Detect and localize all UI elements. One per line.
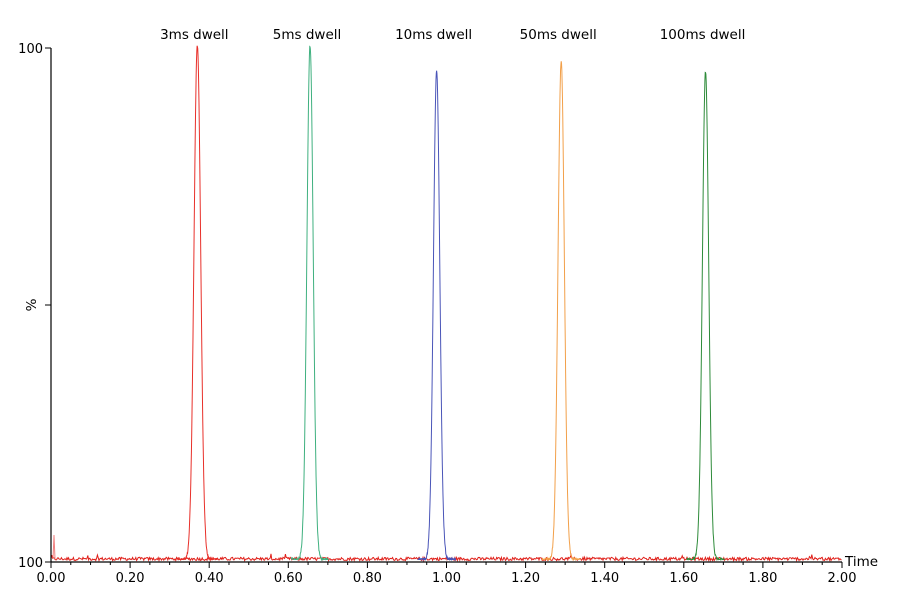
peak-label-4: 50ms dwell <box>520 27 597 43</box>
x-tick-label: 0.00 <box>37 571 66 586</box>
x-tick-label: 2.00 <box>828 571 857 586</box>
peak-label-2: 5ms dwell <box>273 27 341 43</box>
x-tick-label: 1.20 <box>511 571 540 586</box>
x-tick-label: 1.00 <box>432 571 461 586</box>
y-tick-label: 100 <box>18 42 43 57</box>
y-axis-ticks: 100 100 <box>18 42 51 571</box>
peak-trace-3 <box>417 70 457 562</box>
x-tick-label: 0.80 <box>353 571 382 586</box>
peak-label-5: 100ms dwell <box>660 27 746 43</box>
peak-labels: 3ms dwell 5ms dwell 10ms dwell 50ms dwell 10… <box>160 27 745 43</box>
x-tick-label: 1.40 <box>590 571 619 586</box>
peak-trace-5 <box>686 71 725 562</box>
peak-label-1: 3ms dwell <box>160 27 228 43</box>
peak-trace-2 <box>290 45 329 562</box>
x-axis-ticks: 0.00 0.20 0.40 0.60 0.80 1.00 1.20 1.40 1.60 1.80… <box>37 562 857 586</box>
x-tick-label: 1.60 <box>669 571 698 586</box>
y-tick-label: 100 <box>18 556 43 571</box>
x-axis-title: Time <box>844 554 878 570</box>
x-tick-label: 0.40 <box>195 571 224 586</box>
peak-label-3: 10ms dwell <box>395 27 472 43</box>
peak-trace-1 <box>176 45 218 561</box>
plot-lines <box>50 45 842 563</box>
baseline-spike <box>52 534 56 560</box>
x-tick-label: 1.80 <box>748 571 777 586</box>
y-axis-title: % <box>24 298 40 311</box>
x-tick-label: 0.60 <box>274 571 303 586</box>
peak-trace-4 <box>541 61 581 562</box>
x-tick-label: 0.20 <box>116 571 145 586</box>
